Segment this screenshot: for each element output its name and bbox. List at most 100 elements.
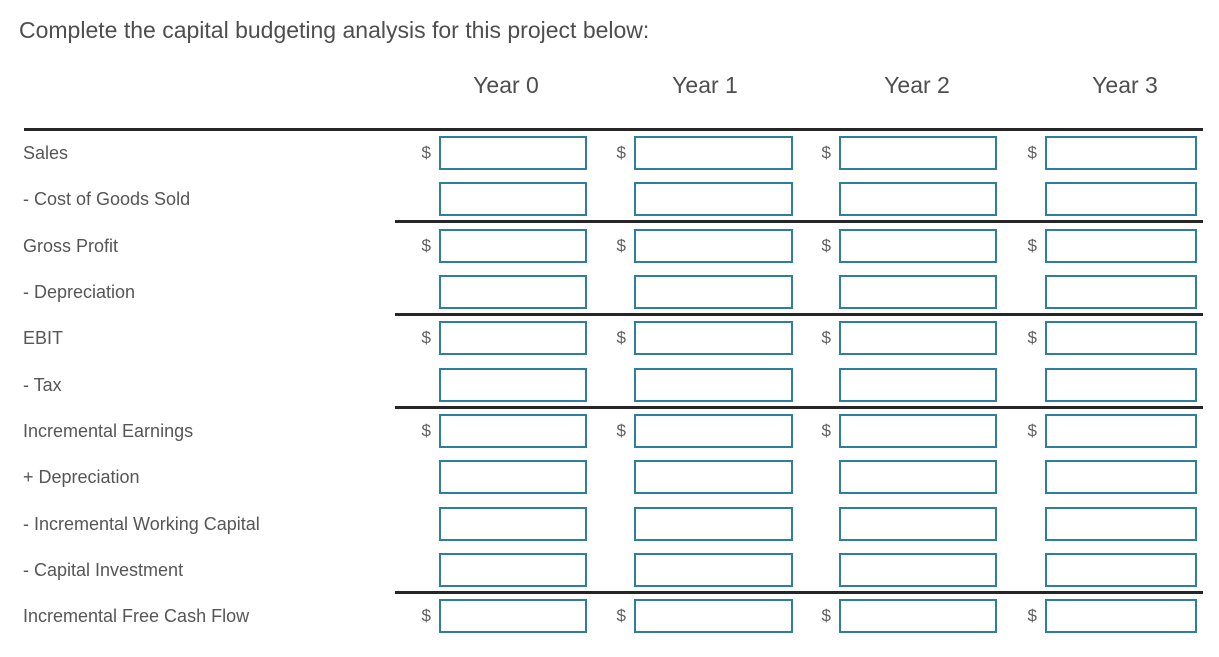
input-tax-year-0[interactable] bbox=[439, 367, 587, 402]
input-sales-year-1[interactable] bbox=[634, 136, 793, 170]
dollar-sign bbox=[1013, 460, 1037, 494]
cell-year-3 bbox=[1013, 552, 1197, 587]
dollar-sign bbox=[1013, 182, 1037, 216]
input-plus-depreciation-year-0[interactable] bbox=[439, 460, 587, 495]
dollar-sign bbox=[602, 182, 626, 216]
input-sales-year-3[interactable] bbox=[1045, 136, 1197, 170]
table-row-cost-of-goods-sold: - Cost of Goods Sold bbox=[0, 182, 1219, 228]
cell-year-3 bbox=[1013, 274, 1197, 309]
row-label: Gross Profit bbox=[23, 235, 119, 256]
dollar-sign: $ bbox=[616, 328, 626, 348]
cell-year-2: $ bbox=[807, 321, 997, 356]
dollar-sign: $ bbox=[421, 420, 431, 440]
cell-year-0: $ bbox=[407, 321, 587, 356]
input-incremental-earnings-year-0[interactable] bbox=[439, 413, 587, 448]
column-header-year-2: Year 2 bbox=[884, 72, 950, 98]
input-plus-depreciation-year-3[interactable] bbox=[1045, 460, 1197, 495]
input-gross-profit-year-3[interactable] bbox=[1045, 228, 1197, 263]
column-header-year-0: Year 0 bbox=[473, 72, 539, 98]
cell-year-1: $ bbox=[602, 321, 793, 356]
cell-year-1: $ bbox=[602, 413, 793, 448]
input-sales-year-0[interactable] bbox=[439, 136, 587, 170]
input-tax-year-2[interactable] bbox=[839, 367, 997, 402]
dollar-sign bbox=[807, 460, 831, 494]
cell-year-3: $ bbox=[1013, 228, 1197, 263]
cell-year-2 bbox=[807, 506, 997, 541]
dollar-sign bbox=[602, 553, 626, 587]
row-label: EBIT bbox=[23, 328, 64, 349]
dollar-sign: $ bbox=[1027, 328, 1037, 348]
input-gross-profit-year-0[interactable] bbox=[439, 228, 587, 263]
cell-year-1: $ bbox=[602, 228, 793, 263]
input-incremental-earnings-year-1[interactable] bbox=[634, 413, 793, 448]
cell-year-2 bbox=[807, 367, 997, 402]
input-sales-year-2[interactable] bbox=[839, 136, 997, 170]
cell-year-1: $ bbox=[602, 599, 793, 634]
input-plus-depreciation-year-1[interactable] bbox=[634, 460, 793, 495]
input-incremental-free-cash-flow-year-0[interactable] bbox=[439, 599, 587, 634]
table-row-tax: - Tax bbox=[0, 367, 1219, 414]
input-incremental-earnings-year-3[interactable] bbox=[1045, 413, 1197, 448]
input-ebit-year-3[interactable] bbox=[1045, 321, 1197, 356]
dollar-sign: $ bbox=[616, 235, 626, 255]
input-depreciation-year-0[interactable] bbox=[439, 274, 587, 309]
input-ebit-year-1[interactable] bbox=[634, 321, 793, 356]
input-ebit-year-0[interactable] bbox=[439, 321, 587, 356]
dollar-sign bbox=[807, 553, 831, 587]
dollar-sign: $ bbox=[821, 420, 831, 440]
cell-year-1: $ bbox=[602, 136, 793, 170]
dollar-sign bbox=[407, 275, 431, 309]
cell-year-0: $ bbox=[407, 136, 587, 170]
dollar-sign bbox=[407, 507, 431, 541]
input-cost-of-goods-sold-year-2[interactable] bbox=[839, 182, 997, 217]
input-gross-profit-year-1[interactable] bbox=[634, 228, 793, 263]
input-incremental-working-capital-year-1[interactable] bbox=[634, 506, 793, 541]
dollar-sign bbox=[407, 460, 431, 494]
table-row-ebit: EBIT $ $ $ $ bbox=[0, 321, 1219, 367]
row-label: - Capital Investment bbox=[23, 559, 184, 580]
input-depreciation-year-3[interactable] bbox=[1045, 274, 1197, 309]
input-plus-depreciation-year-2[interactable] bbox=[839, 460, 997, 495]
dollar-sign: $ bbox=[616, 143, 626, 162]
input-depreciation-year-2[interactable] bbox=[839, 274, 997, 309]
input-incremental-working-capital-year-3[interactable] bbox=[1045, 506, 1197, 541]
table-row-incremental-earnings: Incremental Earnings $ $ $ $ bbox=[0, 413, 1219, 460]
cell-year-0 bbox=[407, 506, 587, 541]
dollar-sign: $ bbox=[821, 235, 831, 255]
input-cost-of-goods-sold-year-3[interactable] bbox=[1045, 182, 1197, 217]
input-cost-of-goods-sold-year-0[interactable] bbox=[439, 182, 587, 217]
dollar-sign bbox=[807, 275, 831, 309]
table-row-plus-depreciation: + Depreciation bbox=[0, 460, 1219, 506]
row-label: - Cost of Goods Sold bbox=[23, 189, 191, 210]
row-label: Sales bbox=[23, 143, 69, 163]
input-gross-profit-year-2[interactable] bbox=[839, 228, 997, 263]
input-capital-investment-year-3[interactable] bbox=[1045, 552, 1197, 587]
dollar-sign bbox=[1013, 275, 1037, 309]
row-rule bbox=[395, 312, 1203, 316]
dollar-sign bbox=[602, 460, 626, 494]
input-incremental-working-capital-year-2[interactable] bbox=[839, 506, 997, 541]
input-incremental-earnings-year-2[interactable] bbox=[839, 413, 997, 448]
input-cost-of-goods-sold-year-1[interactable] bbox=[634, 182, 793, 217]
table-top-rule bbox=[24, 128, 1203, 131]
dollar-sign: $ bbox=[1027, 420, 1037, 440]
input-tax-year-1[interactable] bbox=[634, 367, 793, 402]
cell-year-0: $ bbox=[407, 228, 587, 263]
table-row-capital-investment: - Capital Investment bbox=[0, 552, 1219, 599]
input-depreciation-year-1[interactable] bbox=[634, 274, 793, 309]
input-incremental-working-capital-year-0[interactable] bbox=[439, 506, 587, 541]
dollar-sign: $ bbox=[821, 328, 831, 348]
cell-year-0: $ bbox=[407, 599, 587, 634]
dollar-sign: $ bbox=[821, 606, 831, 626]
input-tax-year-3[interactable] bbox=[1045, 367, 1197, 402]
input-capital-investment-year-2[interactable] bbox=[839, 552, 997, 587]
input-incremental-free-cash-flow-year-3[interactable] bbox=[1045, 599, 1197, 634]
input-incremental-free-cash-flow-year-1[interactable] bbox=[634, 599, 793, 634]
input-capital-investment-year-1[interactable] bbox=[634, 552, 793, 587]
input-capital-investment-year-0[interactable] bbox=[439, 552, 587, 587]
input-incremental-free-cash-flow-year-2[interactable] bbox=[839, 599, 997, 634]
input-ebit-year-2[interactable] bbox=[839, 321, 997, 356]
dollar-sign: $ bbox=[821, 143, 831, 162]
cell-year-3 bbox=[1013, 182, 1197, 217]
